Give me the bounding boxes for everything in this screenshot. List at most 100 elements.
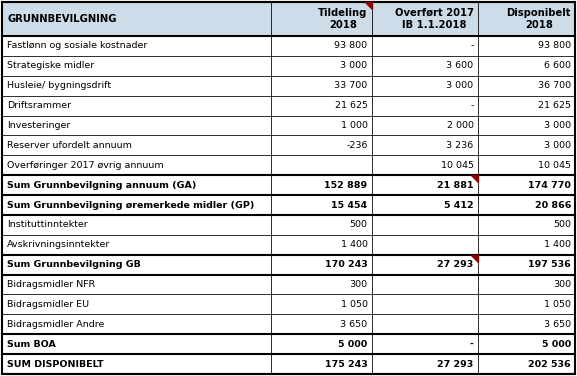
Bar: [271, 195, 372, 215]
Bar: [2, 354, 271, 374]
Bar: [2, 175, 271, 195]
Text: -: -: [470, 340, 474, 349]
Text: 21 625: 21 625: [538, 101, 571, 110]
Bar: [271, 235, 372, 255]
Text: 175 243: 175 243: [325, 359, 368, 368]
Bar: [271, 155, 372, 175]
Bar: [478, 175, 575, 195]
Text: 3 000: 3 000: [544, 141, 571, 150]
Bar: [2, 2, 271, 36]
Text: 3 000: 3 000: [340, 61, 368, 70]
Text: Fastlønn og sosiale kostnader: Fastlønn og sosiale kostnader: [7, 41, 147, 50]
Bar: [2, 274, 271, 294]
Bar: [478, 334, 575, 354]
Bar: [372, 255, 478, 274]
Bar: [478, 155, 575, 175]
Text: Bidragsmidler Andre: Bidragsmidler Andre: [7, 320, 104, 329]
Text: Tildeling
2018: Tildeling 2018: [318, 8, 368, 30]
Text: 21 625: 21 625: [335, 101, 368, 110]
Bar: [271, 255, 372, 274]
Bar: [372, 314, 478, 334]
Text: 2 000: 2 000: [447, 121, 474, 130]
Bar: [478, 354, 575, 374]
Bar: [372, 2, 478, 36]
Text: Sum Grunnbevilgning GB: Sum Grunnbevilgning GB: [7, 260, 141, 269]
Text: 3 000: 3 000: [447, 81, 474, 90]
Text: Strategiske midler: Strategiske midler: [7, 61, 94, 70]
Bar: [478, 76, 575, 96]
Bar: [478, 314, 575, 334]
Bar: [478, 2, 575, 36]
Text: Husleie/ bygningsdrift: Husleie/ bygningsdrift: [7, 81, 111, 90]
Polygon shape: [471, 255, 478, 262]
Text: Sum Grunnbevilgning annuum (GA): Sum Grunnbevilgning annuum (GA): [7, 180, 196, 190]
Bar: [478, 255, 575, 274]
Text: Bidragsmidler NFR: Bidragsmidler NFR: [7, 280, 95, 289]
Bar: [271, 135, 372, 155]
Bar: [372, 294, 478, 314]
Text: Disponibelt
2018: Disponibelt 2018: [507, 8, 571, 30]
Text: Overført 2017
IB 1.1.2018: Overført 2017 IB 1.1.2018: [395, 8, 474, 30]
Text: 1 050: 1 050: [340, 300, 368, 309]
Bar: [372, 96, 478, 115]
Text: Overføringer 2017 øvrig annuum: Overføringer 2017 øvrig annuum: [7, 161, 164, 170]
Text: Sum BOA: Sum BOA: [7, 340, 56, 349]
Bar: [372, 274, 478, 294]
Text: 10 045: 10 045: [538, 161, 571, 170]
Text: 27 293: 27 293: [437, 260, 474, 269]
Bar: [271, 115, 372, 135]
Text: -: -: [470, 41, 474, 50]
Bar: [478, 215, 575, 235]
Text: GRUNNBEVILGNING: GRUNNBEVILGNING: [7, 14, 117, 24]
Bar: [271, 215, 372, 235]
Bar: [271, 76, 372, 96]
Text: 300: 300: [350, 280, 368, 289]
Text: Sum Grunnbevilgning øremerkede midler (GP): Sum Grunnbevilgning øremerkede midler (G…: [7, 200, 254, 209]
Bar: [271, 96, 372, 115]
Text: 170 243: 170 243: [325, 260, 368, 269]
Bar: [372, 56, 478, 76]
Bar: [372, 155, 478, 175]
Text: 6 600: 6 600: [544, 61, 571, 70]
Bar: [372, 215, 478, 235]
Polygon shape: [365, 2, 372, 9]
Bar: [478, 274, 575, 294]
Text: 300: 300: [553, 280, 571, 289]
Text: Reserver ufordelt annuum: Reserver ufordelt annuum: [7, 141, 132, 150]
Bar: [271, 314, 372, 334]
Bar: [2, 294, 271, 314]
Text: 5 000: 5 000: [338, 340, 368, 349]
Bar: [2, 96, 271, 115]
Text: 1 000: 1 000: [340, 121, 368, 130]
Text: 500: 500: [350, 220, 368, 229]
Text: 3 000: 3 000: [544, 121, 571, 130]
Bar: [271, 274, 372, 294]
Text: 36 700: 36 700: [538, 81, 571, 90]
Bar: [478, 96, 575, 115]
Bar: [2, 36, 271, 56]
Text: Driftsrammer: Driftsrammer: [7, 101, 71, 110]
Text: 500: 500: [553, 220, 571, 229]
Text: 1 050: 1 050: [544, 300, 571, 309]
Bar: [271, 56, 372, 76]
Bar: [2, 334, 271, 354]
Text: 202 536: 202 536: [529, 359, 571, 368]
Bar: [2, 115, 271, 135]
Bar: [478, 56, 575, 76]
Text: 5 412: 5 412: [444, 200, 474, 209]
Text: 10 045: 10 045: [441, 161, 474, 170]
Bar: [372, 235, 478, 255]
Text: 3 600: 3 600: [447, 61, 474, 70]
Bar: [372, 195, 478, 215]
Bar: [372, 354, 478, 374]
Bar: [478, 235, 575, 255]
Bar: [271, 175, 372, 195]
Bar: [372, 36, 478, 56]
Bar: [478, 135, 575, 155]
Bar: [2, 215, 271, 235]
Bar: [271, 334, 372, 354]
Bar: [372, 334, 478, 354]
Polygon shape: [471, 175, 478, 182]
Bar: [478, 294, 575, 314]
Bar: [372, 135, 478, 155]
